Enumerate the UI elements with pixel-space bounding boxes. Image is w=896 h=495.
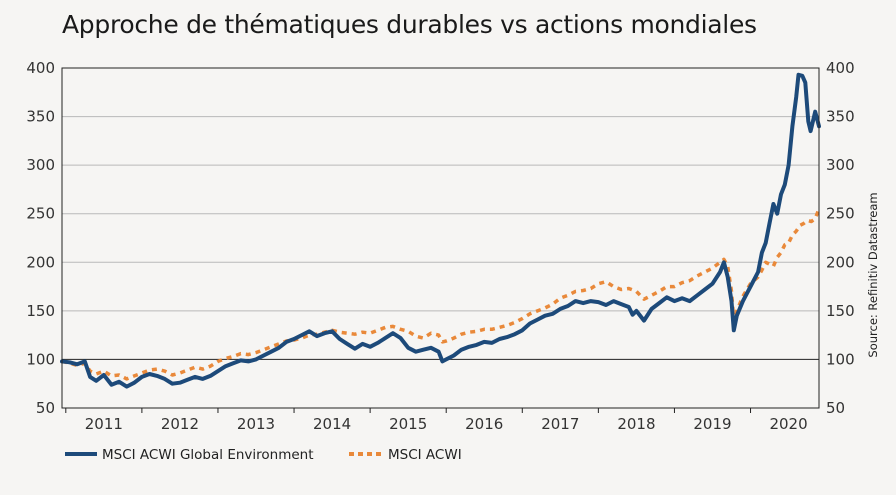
x-tick-label: 2017	[541, 415, 579, 433]
y-tick-label-left: 350	[26, 108, 55, 126]
y-tick-label-left: 50	[36, 399, 55, 417]
x-tick-label: 2011	[85, 415, 123, 433]
y-tick-label-left: 400	[26, 59, 55, 77]
x-tick-label: 2015	[389, 415, 427, 433]
x-tick-label: 2014	[313, 415, 351, 433]
legend: MSCI ACWI Global Environment MSCI ACWI	[65, 447, 462, 463]
x-tick-label: 2016	[465, 415, 503, 433]
y-tick-label-left: 250	[26, 205, 55, 223]
x-tick-label: 2018	[617, 415, 655, 433]
y-tick-label-right: 250	[826, 205, 855, 223]
y-tick-label-right: 150	[826, 302, 855, 320]
y-tick-label-right: 200	[826, 253, 855, 271]
x-tick-label: 2019	[693, 415, 731, 433]
y-tick-label-left: 300	[26, 156, 55, 174]
y-axis-left: 400 350 300 250 200 150 100 50	[26, 59, 55, 417]
y-tick-label-left: 150	[26, 302, 55, 320]
chart-title: Approche de thématiques durables vs acti…	[62, 10, 757, 39]
x-tick-label: 2012	[161, 415, 199, 433]
series-line-1	[60, 72, 821, 389]
legend-label-series-1: MSCI ACWI Global Environment	[102, 447, 314, 463]
x-axis: 2011 2012 2013 2014 2015 2016 2017 2018 2019 2020	[65, 408, 808, 433]
y-axis-right: 400 350 300 250 200 150 100 50	[826, 59, 855, 417]
gridlines	[62, 116, 819, 360]
series-lines	[60, 72, 821, 389]
y-tick-label-left: 200	[26, 253, 55, 271]
y-tick-label-right: 50	[826, 399, 845, 417]
x-tick-label: 2013	[237, 415, 275, 433]
y-tick-label-right: 400	[826, 59, 855, 77]
source-note: Source: Refinitiv Datastream	[866, 192, 880, 357]
legend-label-series-2: MSCI ACWI	[388, 447, 462, 463]
y-tick-label-right: 300	[826, 156, 855, 174]
y-tick-label-right: 100	[826, 350, 855, 368]
plot-frame	[61, 67, 820, 409]
y-tick-label-left: 100	[26, 350, 55, 368]
x-tick-label: 2020	[769, 415, 807, 433]
series-line-2	[61, 208, 821, 381]
y-tick-label-right: 350	[826, 108, 855, 126]
